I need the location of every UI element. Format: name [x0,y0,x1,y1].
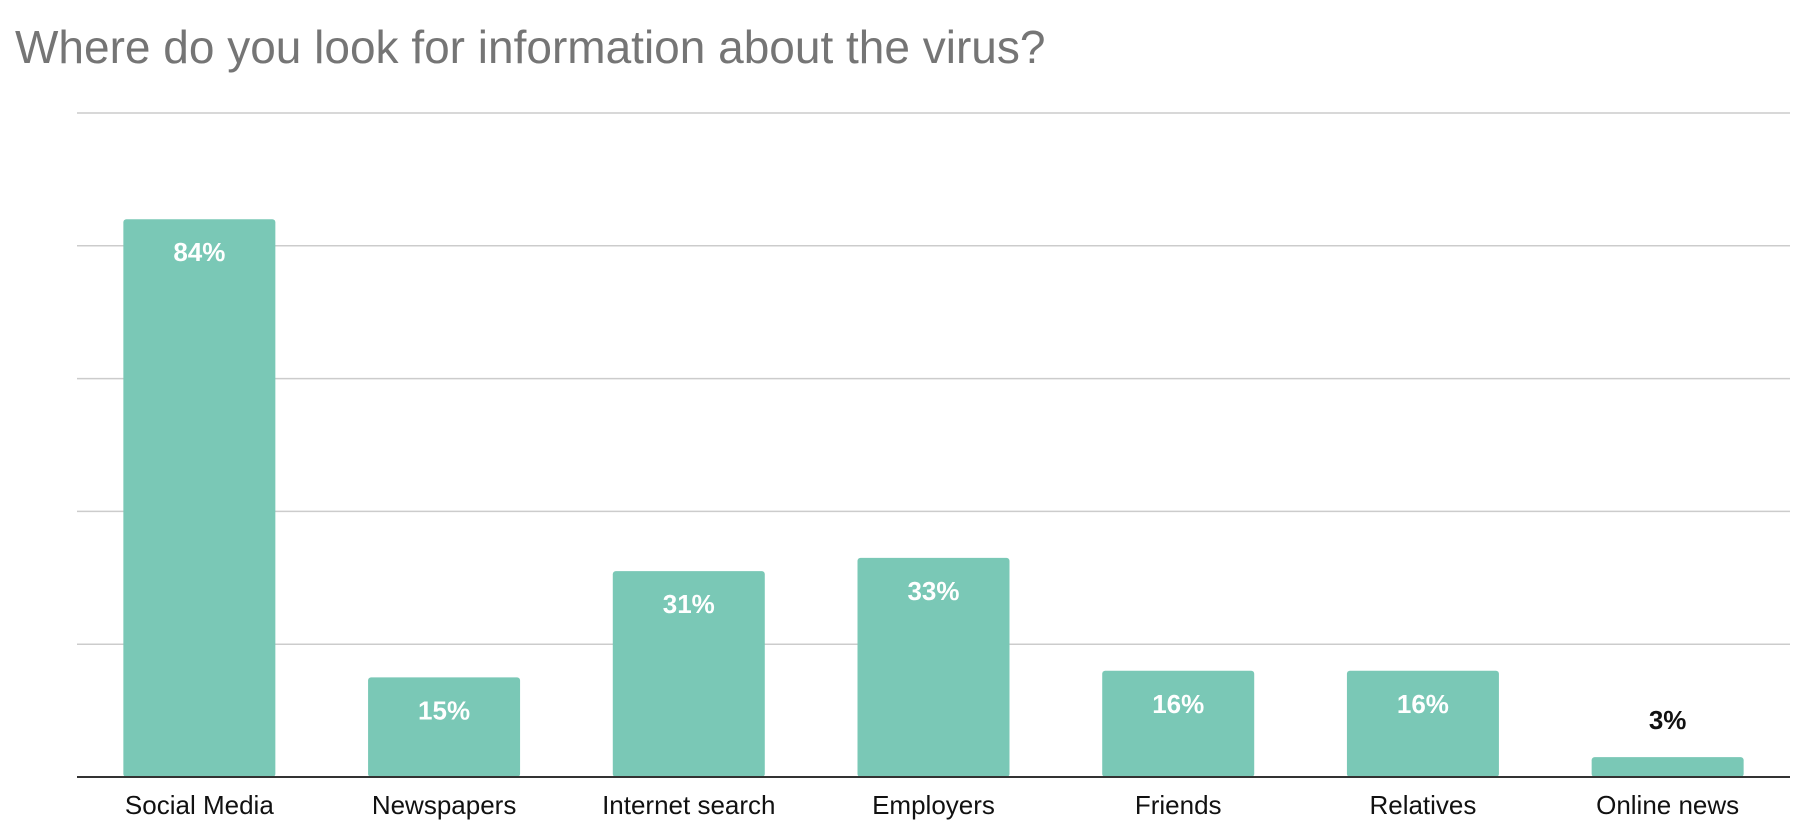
bar-newspapers [368,677,521,777]
data-label: 16% [1397,689,1449,719]
data-label: 3% [1649,705,1687,735]
bars [123,219,1744,778]
data-labels: 84% 15% 31% 33% 16% 16% 3% [173,237,1686,735]
x-tick-label: Friends [1135,790,1222,820]
bar-internet-search [612,571,765,777]
x-tick-label: Online news [1596,790,1739,820]
bar-social-media [123,219,276,778]
data-label: 33% [907,576,959,606]
bar-online-news [1591,757,1744,777]
x-tick-label: Relatives [1369,790,1476,820]
data-label: 31% [663,589,715,619]
x-tick-label: Social Media [125,790,274,820]
x-tick-label: Internet search [602,790,775,820]
x-tick-label: Newspapers [372,790,517,820]
chart-title: Where do you look for information about … [15,21,1046,73]
data-label: 84% [173,237,225,267]
bar-employers [857,557,1010,777]
bar-relatives [1346,670,1499,777]
x-tick-label: Employers [872,790,995,820]
gridlines [77,112,1790,645]
bar-friends [1102,670,1255,777]
data-label: 16% [1152,689,1204,719]
data-label: 15% [418,695,470,725]
x-axis-tick-labels: Social Media Newspapers Internet search Emp… [125,790,1739,820]
